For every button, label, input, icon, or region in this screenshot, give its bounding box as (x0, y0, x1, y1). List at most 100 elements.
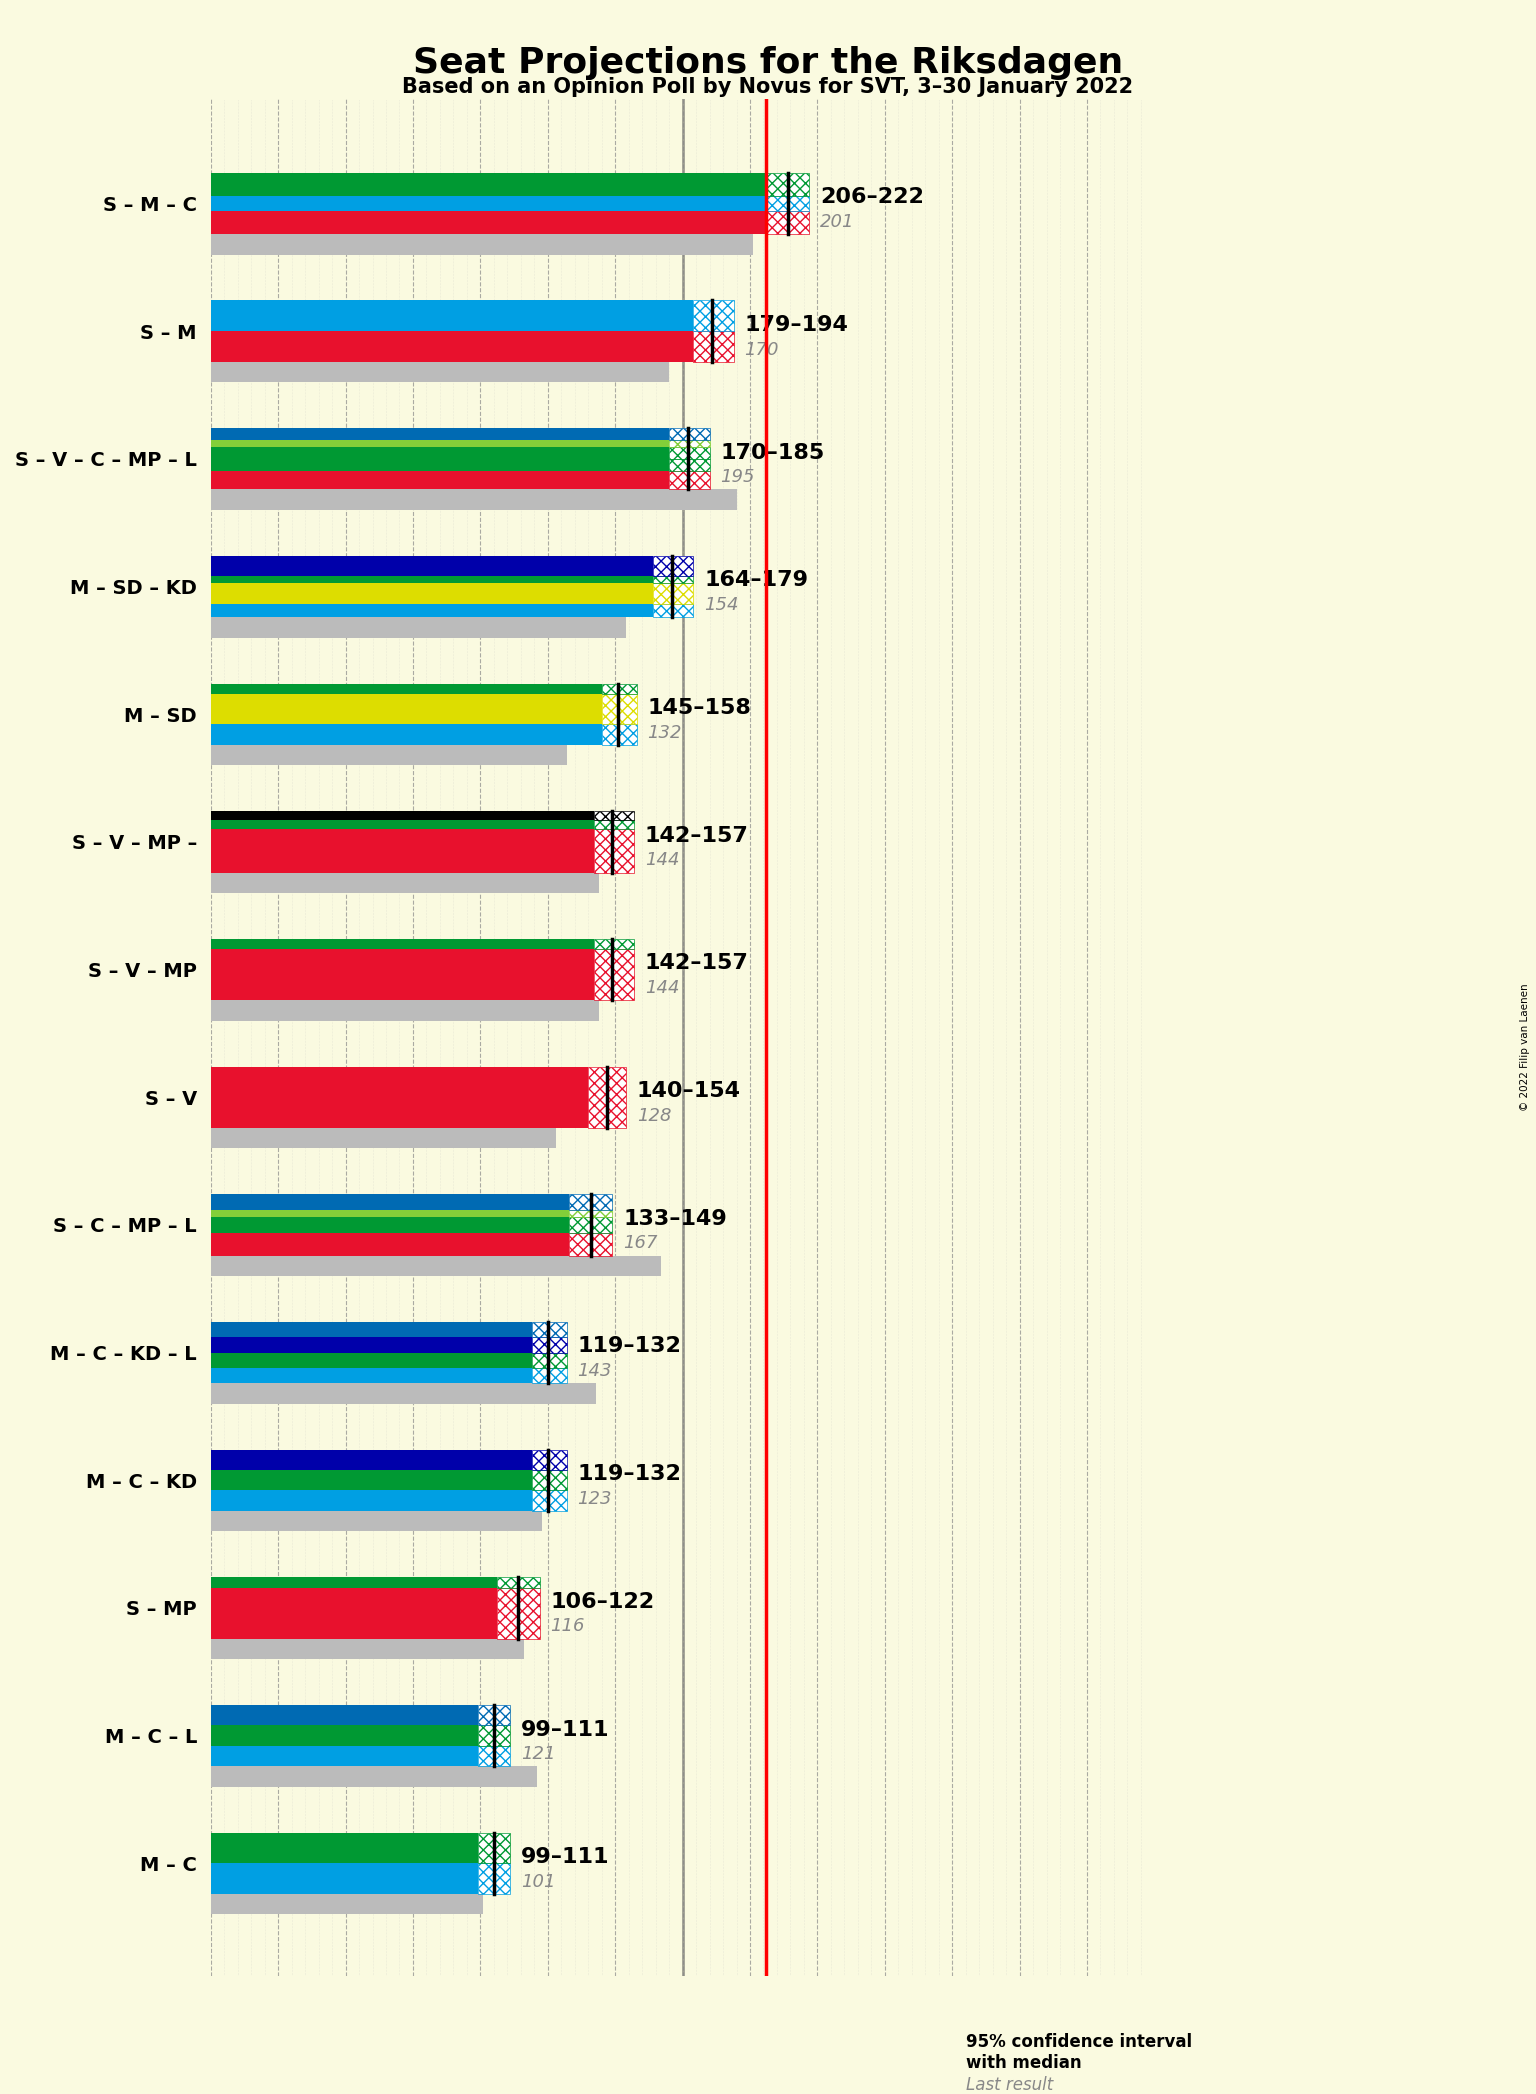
Bar (593, 938, 634, 949)
Bar (210, 490, 736, 511)
Bar (602, 683, 637, 693)
Bar (210, 1321, 531, 1338)
Bar (531, 1338, 567, 1353)
Bar (670, 459, 710, 471)
Text: 142–157: 142–157 (645, 953, 748, 974)
Bar (602, 683, 637, 693)
Bar (210, 331, 693, 362)
Bar (531, 1367, 567, 1384)
Bar (210, 1256, 660, 1275)
Bar (670, 427, 710, 440)
Text: Last result: Last result (966, 2077, 1052, 2094)
Bar (570, 1233, 613, 1256)
Bar (593, 821, 634, 829)
Text: 170: 170 (745, 341, 779, 358)
Bar (593, 949, 634, 1001)
Bar (766, 197, 809, 211)
Bar (531, 1321, 567, 1338)
Bar (593, 829, 634, 873)
Bar (531, 1449, 567, 1470)
Bar (210, 362, 670, 383)
Bar (570, 1210, 613, 1217)
Text: 123: 123 (578, 1489, 611, 1508)
Bar (593, 810, 634, 821)
Bar (210, 1640, 524, 1658)
Bar (653, 603, 693, 618)
Bar (693, 331, 734, 362)
Bar (210, 174, 766, 197)
Bar (210, 1705, 478, 1725)
Text: 99–111: 99–111 (521, 1719, 610, 1740)
Bar (210, 1587, 496, 1640)
Bar (531, 1353, 567, 1367)
Bar (531, 1367, 567, 1384)
Text: © 2022 Filip van Laenen: © 2022 Filip van Laenen (1519, 984, 1530, 1110)
Bar (766, 197, 809, 211)
Bar (531, 1491, 567, 1512)
Bar (496, 1577, 539, 1587)
Text: 116: 116 (550, 1617, 585, 1635)
Bar (210, 302, 693, 331)
Bar (210, 829, 593, 873)
Bar (210, 1367, 531, 1384)
Bar (210, 821, 593, 829)
Bar (766, 174, 809, 197)
Bar (478, 1705, 510, 1725)
Bar (478, 1832, 510, 1864)
Bar (693, 331, 734, 362)
Bar (210, 1893, 484, 1914)
Text: 143: 143 (578, 1361, 611, 1380)
Text: 201: 201 (820, 214, 854, 230)
Bar (478, 1864, 510, 1893)
Bar (210, 197, 766, 211)
Text: 179–194: 179–194 (745, 314, 848, 335)
Text: 164–179: 164–179 (703, 570, 808, 591)
Bar (210, 427, 670, 440)
Bar (693, 302, 734, 331)
Bar (670, 471, 710, 490)
Bar (670, 446, 710, 459)
Bar (210, 446, 670, 459)
Text: Seat Projections for the Riksdagen: Seat Projections for the Riksdagen (413, 46, 1123, 80)
Bar (766, 211, 809, 235)
Bar (210, 1765, 538, 1786)
Bar (531, 1470, 567, 1491)
Text: 99–111: 99–111 (521, 1847, 610, 1868)
Bar (210, 1338, 531, 1353)
Bar (210, 810, 593, 821)
Text: 145–158: 145–158 (648, 697, 751, 718)
Bar (531, 1321, 567, 1338)
Bar (602, 693, 637, 725)
Bar (478, 1864, 510, 1893)
Bar (210, 1746, 478, 1765)
Bar (210, 949, 593, 1001)
Bar (653, 555, 693, 576)
Bar (478, 1746, 510, 1765)
Bar (210, 1512, 542, 1531)
Bar (602, 693, 637, 725)
Bar (653, 576, 693, 582)
Bar (570, 1217, 613, 1233)
Bar (588, 1066, 627, 1129)
Bar (210, 1832, 478, 1864)
Bar (210, 873, 599, 892)
Text: 106–122: 106–122 (550, 1591, 654, 1612)
Bar (766, 174, 809, 197)
Bar (593, 821, 634, 829)
Bar (210, 1491, 531, 1512)
Bar (653, 603, 693, 618)
Text: 140–154: 140–154 (637, 1081, 740, 1101)
Bar (210, 555, 653, 576)
Bar (210, 938, 593, 949)
Bar (602, 725, 637, 745)
Bar (857, 2086, 911, 2094)
Text: 132: 132 (648, 725, 682, 741)
Bar (478, 1746, 510, 1765)
Bar (857, 2035, 911, 2075)
Bar (670, 427, 710, 440)
Bar (593, 829, 634, 873)
Bar (593, 938, 634, 949)
Bar (478, 1725, 510, 1746)
Bar (210, 693, 602, 725)
Bar (670, 471, 710, 490)
